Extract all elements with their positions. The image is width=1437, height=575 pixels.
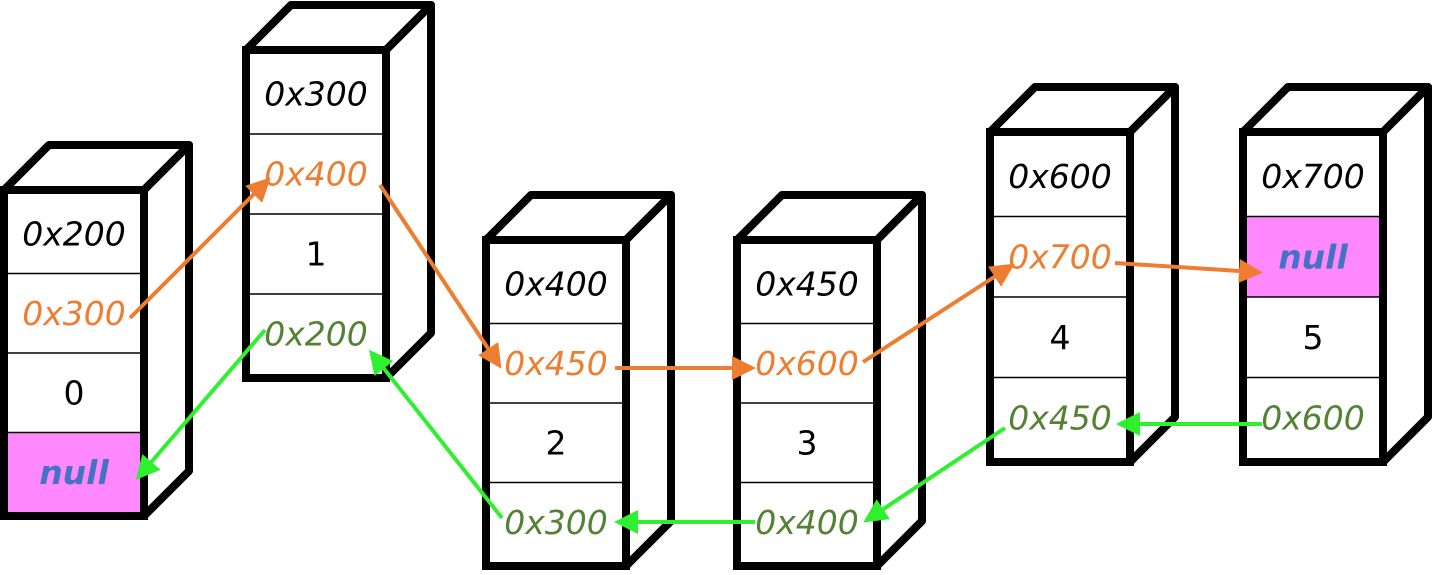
box-side bbox=[622, 191, 675, 570]
cell-value: 1 bbox=[306, 235, 327, 274]
cell-next: 0x300 bbox=[22, 294, 126, 333]
next-arrow bbox=[861, 263, 1015, 364]
cell-value: 5 bbox=[1303, 318, 1324, 357]
node: 0x200 0x300 0 null bbox=[0, 141, 193, 520]
cell-value: 4 bbox=[1050, 318, 1071, 357]
node: 0x300 0x400 1 0x200 bbox=[242, 1, 435, 382]
cell-next: 0x400 bbox=[264, 155, 368, 194]
node: 0x450 0x600 3 0x400 bbox=[733, 191, 926, 570]
cell-prev: null bbox=[39, 453, 109, 492]
null-cell bbox=[1243, 216, 1383, 297]
cell-prev: 0x300 bbox=[504, 503, 608, 542]
cell-prev: 0x450 bbox=[1008, 398, 1112, 437]
box-side bbox=[1379, 83, 1432, 466]
next-arrow bbox=[378, 183, 502, 369]
cell-next: 0x450 bbox=[504, 344, 608, 383]
cell-prev: 0x200 bbox=[264, 315, 368, 354]
cell-next: 0x600 bbox=[755, 344, 859, 383]
cell-address: 0x700 bbox=[1261, 157, 1365, 196]
null-cell bbox=[4, 432, 144, 512]
prev-arrow bbox=[369, 349, 504, 520]
cell-prev: 0x400 bbox=[755, 503, 859, 542]
cell-value: 0 bbox=[64, 373, 85, 412]
cell-address: 0x400 bbox=[504, 264, 608, 303]
cell-address: 0x300 bbox=[264, 75, 368, 114]
next-arrow bbox=[128, 177, 271, 320]
box-side bbox=[1126, 83, 1179, 466]
node: 0x700 null 5 0x600 bbox=[1239, 83, 1432, 466]
cell-next: null bbox=[1278, 237, 1348, 276]
cell-prev: 0x600 bbox=[1261, 398, 1365, 437]
cell-address: 0x450 bbox=[755, 264, 859, 303]
cell-address: 0x600 bbox=[1008, 157, 1112, 196]
node: 0x600 0x700 4 0x450 bbox=[986, 83, 1179, 466]
box-side bbox=[382, 1, 435, 382]
cell-address: 0x200 bbox=[22, 214, 126, 253]
cell-next: 0x700 bbox=[1008, 237, 1112, 276]
prev-arrow bbox=[863, 426, 1007, 523]
next-arrow bbox=[1114, 258, 1263, 283]
prev-arrow bbox=[135, 328, 267, 481]
cell-value: 3 bbox=[797, 423, 818, 462]
cell-value: 2 bbox=[546, 423, 567, 462]
node: 0x400 0x450 2 0x300 bbox=[482, 191, 675, 570]
